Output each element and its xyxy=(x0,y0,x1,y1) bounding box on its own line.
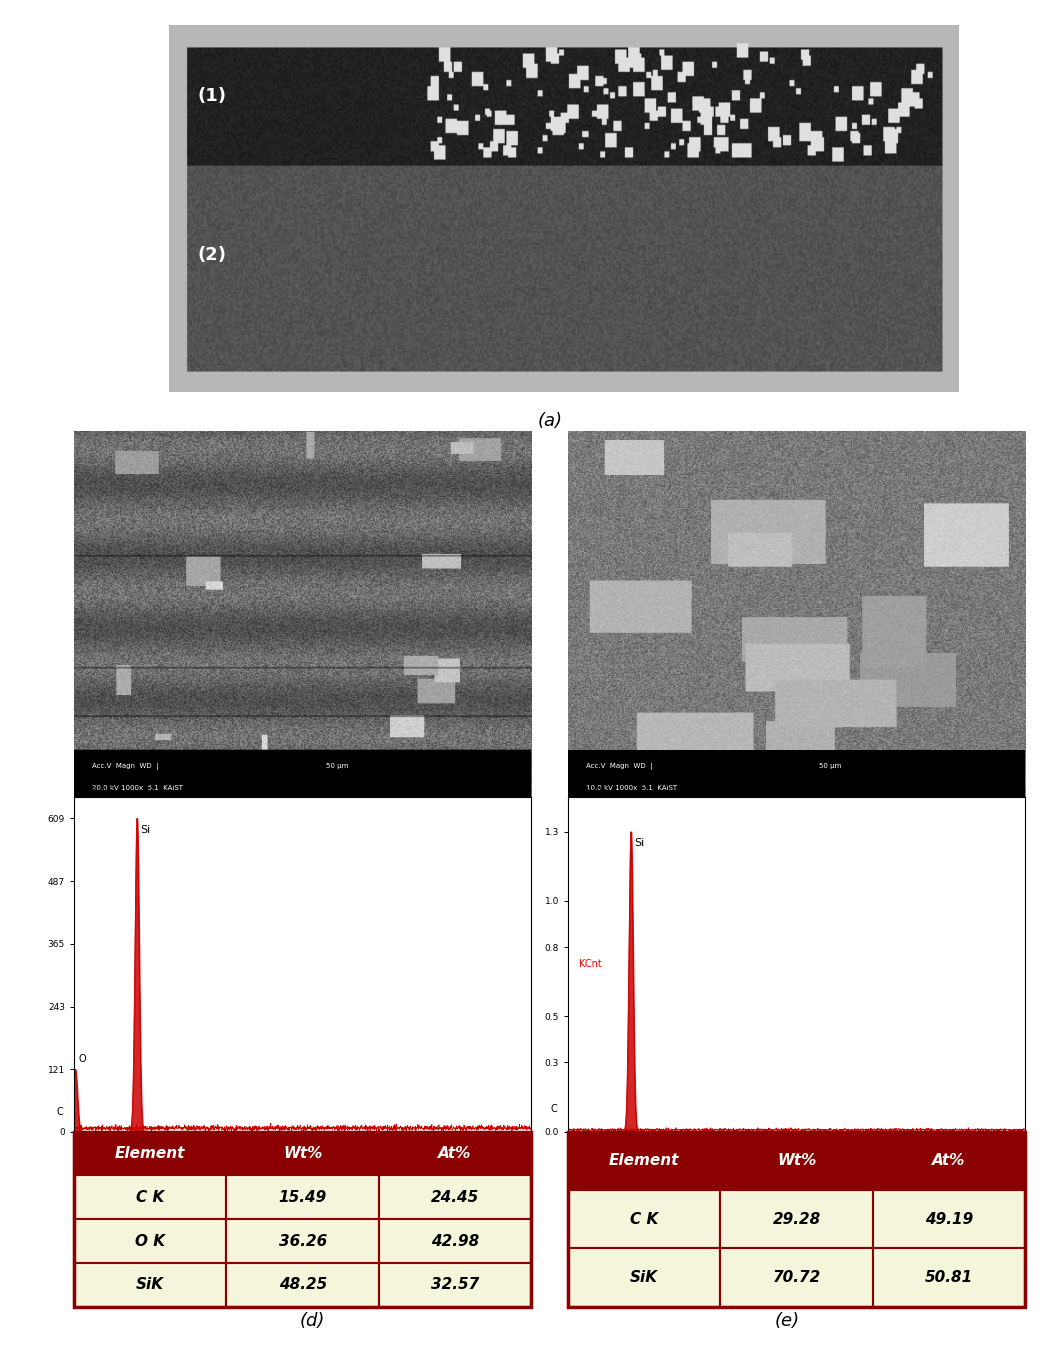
Text: (c): (c) xyxy=(784,815,809,834)
Text: At%: At% xyxy=(439,1147,471,1161)
Bar xyxy=(568,750,1025,797)
Text: 50 μm: 50 μm xyxy=(819,764,841,769)
FancyBboxPatch shape xyxy=(378,1263,532,1307)
Text: 36.26: 36.26 xyxy=(279,1233,327,1249)
FancyBboxPatch shape xyxy=(873,1248,1025,1307)
FancyBboxPatch shape xyxy=(568,1132,721,1190)
Text: C K: C K xyxy=(630,1211,659,1226)
Text: C: C xyxy=(551,1103,557,1114)
FancyBboxPatch shape xyxy=(378,1175,532,1219)
FancyBboxPatch shape xyxy=(74,1132,226,1175)
Text: c:\edax32\genesis\genmaps.epc  29-Feb-2012 01:02:47
LSecs : 21: c:\edax32\genesis\genmaps.epc 29-Feb-201… xyxy=(568,777,780,796)
Text: (2): (2) xyxy=(198,247,226,264)
Text: (a): (a) xyxy=(537,413,562,430)
Text: 32.57: 32.57 xyxy=(431,1278,479,1292)
FancyBboxPatch shape xyxy=(226,1219,378,1263)
Text: Si: Si xyxy=(140,824,150,835)
Text: KCnt: KCnt xyxy=(579,959,602,970)
Text: At%: At% xyxy=(932,1153,966,1168)
FancyBboxPatch shape xyxy=(378,1132,532,1175)
Text: C: C xyxy=(57,1108,63,1117)
Text: (e): (e) xyxy=(775,1313,800,1330)
Text: 48.25: 48.25 xyxy=(279,1278,327,1292)
FancyBboxPatch shape xyxy=(378,1219,532,1263)
Text: 42.98: 42.98 xyxy=(431,1233,479,1249)
Text: 50.81: 50.81 xyxy=(925,1271,973,1286)
FancyBboxPatch shape xyxy=(721,1248,873,1307)
FancyBboxPatch shape xyxy=(226,1263,378,1307)
FancyBboxPatch shape xyxy=(226,1132,378,1175)
Text: (d): (d) xyxy=(299,1313,324,1330)
Text: 20.0 kV 1000x  5.1  KAIST: 20.0 kV 1000x 5.1 KAIST xyxy=(92,785,183,791)
FancyBboxPatch shape xyxy=(568,1190,721,1248)
FancyBboxPatch shape xyxy=(721,1132,873,1190)
Text: Acc.V  Magn  WD  |: Acc.V Magn WD | xyxy=(587,762,653,770)
FancyBboxPatch shape xyxy=(721,1190,873,1248)
Text: Wt%: Wt% xyxy=(777,1153,816,1168)
FancyBboxPatch shape xyxy=(74,1175,226,1219)
FancyBboxPatch shape xyxy=(74,1263,226,1307)
Text: 70.72: 70.72 xyxy=(773,1271,820,1286)
FancyBboxPatch shape xyxy=(74,1219,226,1263)
Text: 50 μm: 50 μm xyxy=(326,764,348,769)
Text: c:\edax32\genesis\genmaps.epc  29-Feb-2012 01:12:46
LSecs : 15: c:\edax32\genesis\genmaps.epc 29-Feb-201… xyxy=(74,777,286,796)
Text: Si: Si xyxy=(634,838,645,847)
Text: 29.28: 29.28 xyxy=(773,1211,820,1226)
FancyBboxPatch shape xyxy=(226,1175,378,1219)
FancyBboxPatch shape xyxy=(873,1190,1025,1248)
Text: (1): (1) xyxy=(198,88,226,105)
Text: Acc.V  Magn  WD  |: Acc.V Magn WD | xyxy=(92,762,159,770)
FancyBboxPatch shape xyxy=(568,1248,721,1307)
Text: 10.0 kV 1000x  5.1  KAIST: 10.0 kV 1000x 5.1 KAIST xyxy=(587,785,678,791)
Text: Element: Element xyxy=(115,1147,185,1161)
Text: (b): (b) xyxy=(290,815,315,834)
Text: Element: Element xyxy=(609,1153,680,1168)
Text: 15.49: 15.49 xyxy=(279,1190,327,1205)
FancyBboxPatch shape xyxy=(873,1132,1025,1190)
Text: C K: C K xyxy=(136,1190,165,1205)
Text: 49.19: 49.19 xyxy=(925,1211,973,1226)
Text: SiK: SiK xyxy=(630,1271,659,1286)
Text: Wt%: Wt% xyxy=(283,1147,322,1161)
Text: SiK: SiK xyxy=(136,1278,164,1292)
Text: 24.45: 24.45 xyxy=(431,1190,479,1205)
Text: O: O xyxy=(78,1054,86,1064)
Bar xyxy=(74,750,532,797)
Text: O K: O K xyxy=(135,1233,165,1249)
